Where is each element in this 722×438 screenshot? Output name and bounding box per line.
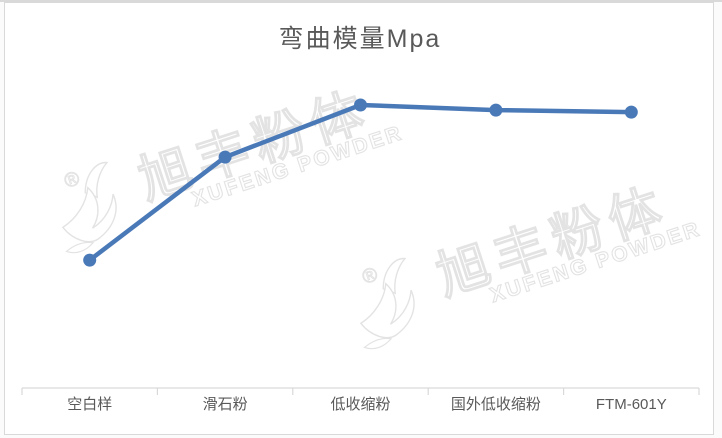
line-chart-plot <box>21 98 700 395</box>
chart-title: 弯曲模量Mpa <box>278 25 442 53</box>
x-axis-label: 低收缩粉 <box>330 396 391 413</box>
x-axis-label: 空白样 <box>67 396 113 413</box>
x-axis-label: FTM-601Y <box>595 396 667 413</box>
data-point-1 <box>218 150 232 164</box>
data-point-3 <box>489 103 503 117</box>
data-point-0 <box>83 253 97 267</box>
data-point-2 <box>354 98 367 112</box>
x-axis-label: 滑石粉 <box>202 396 248 413</box>
x-axis-labels: 空白样 滑石粉 低收缩粉 国外低收缩粉 FTM-601Y <box>22 394 699 416</box>
data-point-4 <box>624 105 638 119</box>
series-line <box>87 102 634 263</box>
window-top-border <box>0 0 722 2</box>
x-axis-label: 国外低收缩粉 <box>450 396 541 413</box>
chart-area: ® 旭丰粉体 XUFENG POWDER ® 旭丰粉体 XUFENG POWDE… <box>4 2 714 435</box>
